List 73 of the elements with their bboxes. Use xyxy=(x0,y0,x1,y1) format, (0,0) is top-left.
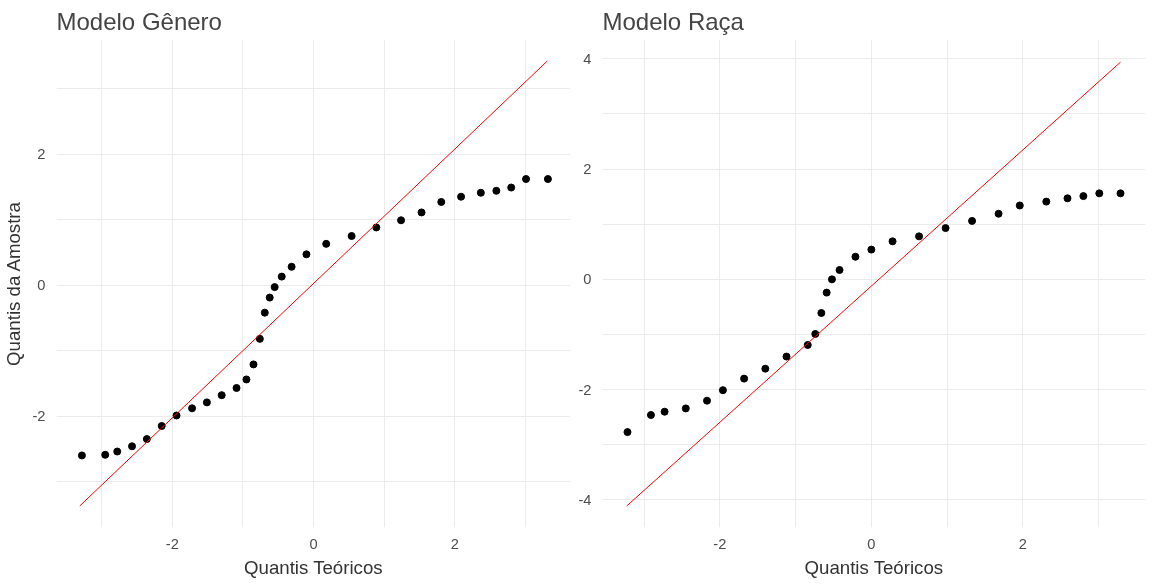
point xyxy=(835,266,844,274)
point xyxy=(522,175,531,184)
point xyxy=(827,275,836,284)
point xyxy=(113,447,122,456)
x-tick-label: 2 xyxy=(450,535,459,552)
point xyxy=(77,451,86,460)
point xyxy=(217,391,226,400)
point xyxy=(277,272,286,281)
x-tick-label: 2 xyxy=(1018,535,1027,552)
point xyxy=(476,188,485,197)
point xyxy=(740,374,749,383)
point xyxy=(1116,189,1125,198)
point xyxy=(347,232,356,240)
point xyxy=(202,398,211,407)
point xyxy=(437,197,446,206)
y-tick-label: -2 xyxy=(578,381,592,398)
y-tick-label: 0 xyxy=(37,277,46,294)
y-tick-label: 0 xyxy=(583,271,592,288)
x-axis-title: Quantis Teóricos xyxy=(804,556,944,578)
point xyxy=(249,360,258,369)
point xyxy=(270,283,279,292)
point xyxy=(101,450,110,459)
x-tick-label: -2 xyxy=(713,535,727,552)
point xyxy=(507,183,516,192)
y-tick-label: 4 xyxy=(583,50,592,67)
x-tick-label: 0 xyxy=(309,535,318,552)
point xyxy=(260,308,269,317)
point xyxy=(322,239,331,248)
point xyxy=(372,223,381,232)
point xyxy=(994,209,1003,218)
point xyxy=(265,293,274,302)
chart-title: Modelo Raça xyxy=(602,7,745,35)
y-tick-label: 2 xyxy=(37,146,46,163)
y-tick-label: -4 xyxy=(578,491,592,508)
point xyxy=(492,186,501,195)
point xyxy=(287,262,296,271)
chart-title: Modelo Gênero xyxy=(56,7,222,35)
point xyxy=(888,237,897,246)
point xyxy=(543,175,552,184)
y-tick-label: -2 xyxy=(32,408,46,425)
point xyxy=(1079,192,1088,201)
x-tick-label: 0 xyxy=(867,535,876,552)
point xyxy=(623,428,632,437)
point xyxy=(242,375,251,384)
point xyxy=(718,386,727,395)
point xyxy=(782,352,791,361)
point xyxy=(1015,201,1024,210)
point xyxy=(681,404,690,413)
y-tick-label: 2 xyxy=(583,161,592,178)
point xyxy=(232,383,241,392)
x-tick-label: -2 xyxy=(165,535,179,552)
point xyxy=(968,216,977,225)
point xyxy=(397,216,406,225)
y-axis-title: Quantis da Amostra xyxy=(3,201,25,366)
point xyxy=(1042,197,1051,206)
point xyxy=(703,396,712,405)
point xyxy=(646,411,655,419)
point xyxy=(761,364,770,373)
point xyxy=(1095,189,1104,198)
point xyxy=(851,252,860,261)
point xyxy=(457,192,466,201)
point xyxy=(1063,194,1072,203)
point xyxy=(417,208,426,217)
point xyxy=(867,245,876,254)
point xyxy=(188,404,197,413)
point xyxy=(660,407,669,416)
point xyxy=(128,442,137,451)
x-axis-title: Quantis Teóricos xyxy=(244,556,383,578)
point xyxy=(817,309,826,317)
point xyxy=(822,288,831,297)
point xyxy=(302,250,311,259)
point xyxy=(941,224,950,233)
point xyxy=(915,232,924,241)
